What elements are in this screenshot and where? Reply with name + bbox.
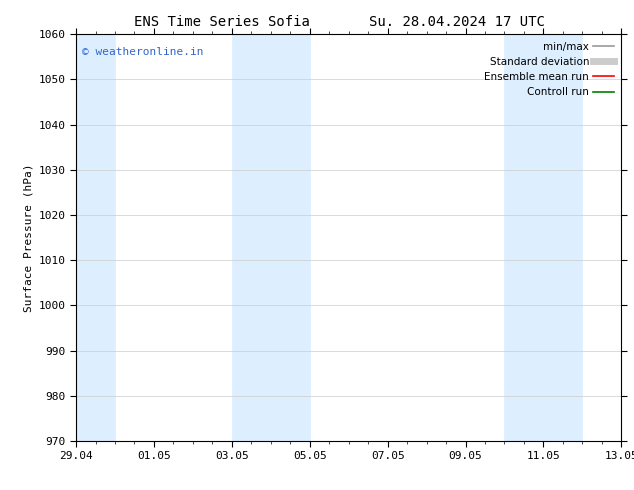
Bar <box>232 34 310 441</box>
Text: © weatheronline.in: © weatheronline.in <box>82 47 203 56</box>
Legend: min/max, Standard deviation, Ensemble mean run, Controll run: min/max, Standard deviation, Ensemble me… <box>480 37 618 101</box>
Text: Su. 28.04.2024 17 UTC: Su. 28.04.2024 17 UTC <box>368 15 545 29</box>
Text: ENS Time Series Sofia: ENS Time Series Sofia <box>134 15 310 29</box>
Y-axis label: Surface Pressure (hPa): Surface Pressure (hPa) <box>23 163 33 312</box>
Bar <box>76 34 115 441</box>
Bar <box>505 34 583 441</box>
